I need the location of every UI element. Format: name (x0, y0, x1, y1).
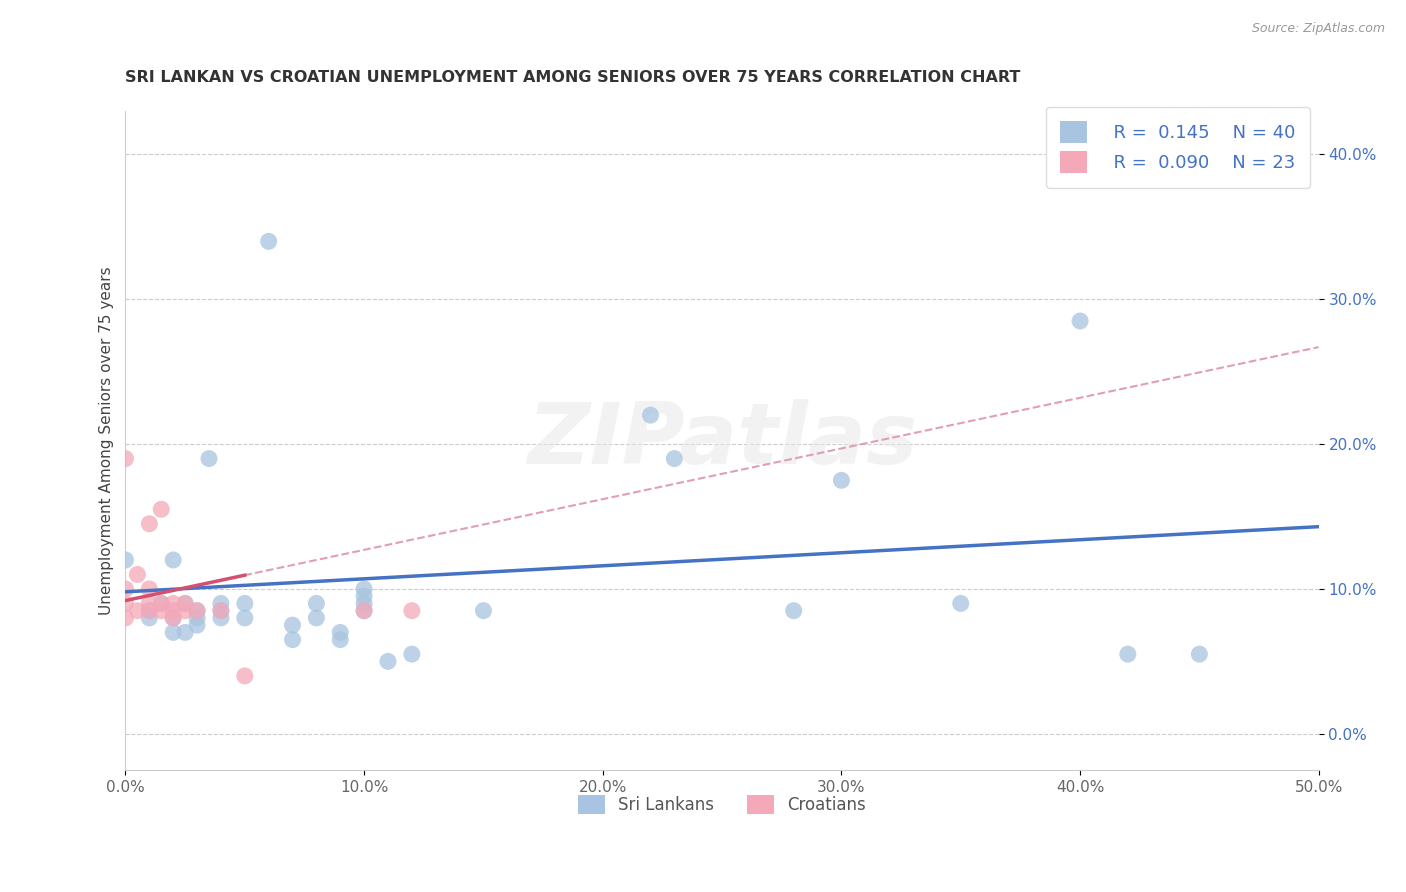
Point (233, 669, 256, 683)
Point (150, 502, 173, 516)
Point (1069, 314, 1091, 328)
Text: SRI LANKAN VS CROATIAN UNEMPLOYMENT AMONG SENIORS OVER 75 YEARS CORRELATION CHAR: SRI LANKAN VS CROATIAN UNEMPLOYMENT AMON… (125, 70, 1021, 85)
Point (186, 604, 208, 618)
Point (114, 553, 136, 567)
Point (281, 618, 304, 632)
Point (198, 451, 221, 466)
Point (401, 604, 423, 618)
Point (329, 632, 352, 647)
Point (138, 516, 160, 531)
Point (138, 582, 160, 596)
Text: ZIPatlas: ZIPatlas (527, 399, 917, 482)
Point (377, 654, 399, 668)
Text: Source: ZipAtlas.com: Source: ZipAtlas.com (1251, 22, 1385, 36)
Point (209, 604, 232, 618)
Point (664, 451, 686, 466)
Point (150, 596, 173, 610)
Point (783, 604, 806, 618)
Point (127, 567, 149, 582)
Point (114, 611, 136, 625)
Point (305, 596, 328, 610)
Point (233, 611, 256, 625)
Point (174, 625, 197, 640)
Point (162, 625, 184, 640)
Point (162, 604, 184, 618)
Point (353, 596, 375, 610)
Point (114, 451, 136, 466)
Point (401, 647, 423, 661)
Point (305, 611, 328, 625)
Y-axis label: Unemployment Among Seniors over 75 years: Unemployment Among Seniors over 75 years (100, 266, 114, 615)
Point (472, 604, 495, 618)
Point (830, 473, 852, 487)
Legend: Sri Lankans, Croatians: Sri Lankans, Croatians (571, 789, 873, 821)
Point (186, 618, 208, 632)
Point (353, 604, 375, 618)
Point (127, 604, 149, 618)
Point (150, 596, 173, 610)
Point (174, 596, 197, 610)
Point (257, 235, 280, 249)
Point (162, 553, 184, 567)
Point (114, 582, 136, 596)
Point (138, 596, 160, 610)
Point (329, 625, 352, 640)
Point (949, 596, 972, 610)
Point (209, 611, 232, 625)
Point (281, 632, 304, 647)
Point (640, 408, 662, 422)
Point (209, 596, 232, 610)
Point (233, 596, 256, 610)
Point (162, 596, 184, 610)
Point (162, 611, 184, 625)
Point (353, 582, 375, 596)
Point (1188, 647, 1211, 661)
Point (138, 611, 160, 625)
Point (138, 604, 160, 618)
Point (1116, 647, 1139, 661)
Point (150, 604, 173, 618)
Point (353, 589, 375, 603)
Point (114, 596, 136, 610)
Point (174, 604, 197, 618)
Point (186, 604, 208, 618)
Point (174, 596, 197, 610)
Point (209, 604, 232, 618)
Point (138, 604, 160, 618)
Point (353, 604, 375, 618)
Point (162, 611, 184, 625)
Point (186, 611, 208, 625)
